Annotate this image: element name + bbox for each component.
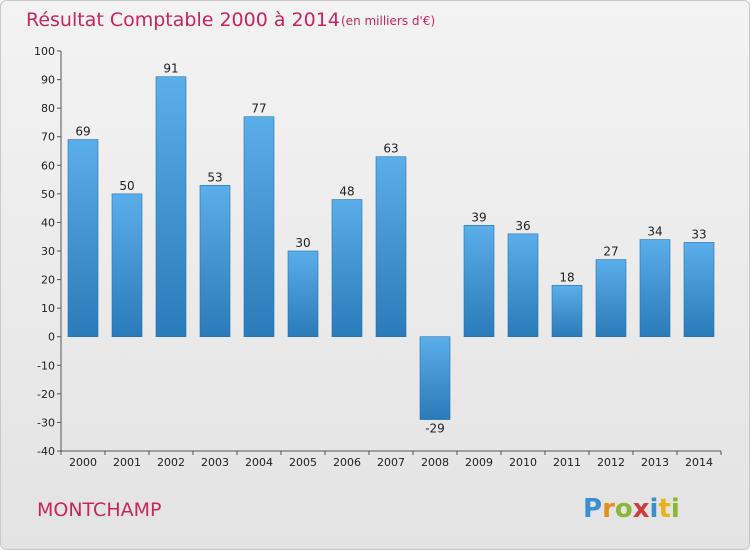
- x-tick-label: 2009: [465, 456, 493, 469]
- bar: [331, 199, 363, 338]
- bars: 69 50 91 53 77 30 48 63 -29 39 36 18 27 34 33: [67, 62, 715, 436]
- bar: [287, 250, 319, 338]
- chart-title: Résultat Comptable 2000 à 2014: [26, 9, 340, 31]
- y-tick-label: 90: [41, 74, 55, 87]
- data-label: -29: [425, 422, 445, 436]
- data-label: 48: [339, 185, 354, 199]
- data-label: 30: [295, 236, 310, 250]
- y-tick-label: 80: [41, 102, 55, 115]
- data-label: 33: [691, 227, 706, 241]
- data-label: 36: [515, 219, 530, 233]
- x-tick-label: 2012: [597, 456, 625, 469]
- y-tick-label: 70: [41, 131, 55, 144]
- y-tick-label: -30: [37, 416, 55, 429]
- bar: [639, 239, 671, 338]
- x-tick-label: 2001: [113, 456, 141, 469]
- bar: [243, 116, 275, 338]
- x-tick-label: 2013: [641, 456, 669, 469]
- y-tick-label: 50: [41, 188, 55, 201]
- y-tick-label: 30: [41, 245, 55, 258]
- data-label: 63: [383, 142, 398, 156]
- y-tick-label: 60: [41, 159, 55, 172]
- x-tick-label: 2005: [289, 456, 317, 469]
- data-label: 50: [119, 179, 134, 193]
- x-tick-label: 2008: [421, 456, 449, 469]
- y-tick-label: 40: [41, 216, 55, 229]
- y-tick-label: 100: [34, 45, 55, 58]
- bar: [683, 242, 715, 338]
- data-label: 69: [75, 125, 90, 139]
- data-label: 91: [163, 62, 178, 76]
- x-tick-label: 2007: [377, 456, 405, 469]
- data-label: 39: [471, 210, 486, 224]
- bar: [67, 139, 99, 338]
- y-tick-label: -20: [37, 388, 55, 401]
- x-tick-label: 2002: [157, 456, 185, 469]
- bar: [419, 336, 451, 420]
- x-tick-label: 2010: [509, 456, 537, 469]
- chart-subtitle: (en milliers d'€): [341, 14, 435, 28]
- bar: [199, 184, 231, 338]
- logo-letter: t: [658, 494, 670, 524]
- logo-letter: i: [671, 494, 680, 524]
- data-label: 27: [603, 245, 618, 259]
- proxiti-logo: Proxiti: [583, 494, 680, 524]
- logo-letter: r: [602, 494, 615, 524]
- y-tick-label: 20: [41, 274, 55, 287]
- bar: [507, 233, 539, 338]
- y-tick-label: 0: [48, 331, 55, 344]
- bar: [155, 76, 187, 338]
- bar: [375, 156, 407, 338]
- x-tick-label: 2003: [201, 456, 229, 469]
- logo-letter: x: [633, 494, 650, 524]
- bar: [595, 259, 627, 338]
- logo-letter: P: [583, 494, 602, 524]
- logo-letter: o: [615, 494, 633, 524]
- commune-name: MONTCHAMP: [37, 499, 161, 521]
- logo-letter: i: [650, 494, 659, 524]
- bar: [463, 224, 495, 338]
- y-tick-label: 10: [41, 302, 55, 315]
- x-tick-label: 2004: [245, 456, 273, 469]
- bar: [551, 284, 583, 338]
- data-label: 18: [559, 270, 574, 284]
- y-tick-label: -40: [37, 445, 55, 458]
- x-tick-label: 2014: [685, 456, 713, 469]
- data-label: 34: [647, 225, 662, 239]
- x-tick-label: 2011: [553, 456, 581, 469]
- x-tick-label: 2006: [333, 456, 361, 469]
- y-tick-label: -10: [37, 359, 55, 372]
- bar: [111, 193, 143, 338]
- data-label: 77: [251, 102, 266, 116]
- x-tick-label: 2000: [69, 456, 97, 469]
- data-label: 53: [207, 170, 222, 184]
